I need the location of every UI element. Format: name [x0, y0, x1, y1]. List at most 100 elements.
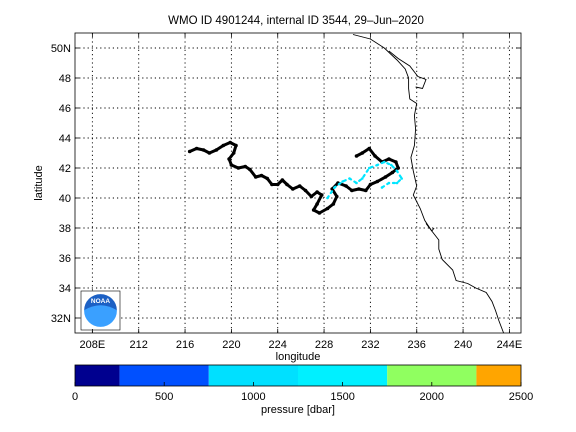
y-tick-label: 38 [59, 223, 71, 235]
colorbar: 0 500 1000 1500 2000 2500 pressure [dbar] [72, 364, 533, 416]
track-point [228, 140, 233, 145]
colorbar-bin [298, 365, 388, 386]
track-point [387, 157, 391, 161]
coastline-path [352, 34, 505, 334]
track-point [373, 154, 377, 158]
track-point [400, 177, 403, 180]
x-axis-label: longitude [276, 351, 321, 363]
colorbar-bin [119, 365, 209, 386]
track-point [367, 146, 372, 151]
float-track [187, 140, 403, 215]
y-tick-label: 40 [59, 193, 71, 205]
y-tick-label: 42 [59, 163, 71, 175]
track-point [234, 143, 238, 148]
track-point [285, 182, 289, 187]
track-point [355, 181, 358, 185]
coastline-inlet [425, 223, 435, 232]
track-point [243, 164, 248, 169]
track-point [290, 187, 295, 191]
y-tick-label: 46 [59, 103, 71, 115]
noaa-logo-text: NOAA [91, 298, 110, 305]
coastline-inlet [388, 50, 427, 90]
track-point [297, 184, 302, 188]
track-point [311, 208, 316, 212]
track-point [265, 176, 270, 181]
colorbar-border [74, 364, 522, 387]
track-point [394, 160, 398, 164]
track-point [376, 163, 379, 167]
x-tick-label: 220 [222, 339, 240, 351]
track-point [348, 177, 351, 180]
track-point [187, 149, 192, 154]
track-point [248, 167, 252, 172]
track-point [395, 169, 399, 173]
y-tick-label: 50N [51, 43, 71, 55]
colorbar-tick-label: 1500 [330, 391, 354, 403]
colorbar-bin [476, 365, 521, 386]
colorbar-tick-label: 2500 [509, 391, 533, 403]
chart-title: WMO ID 4901244, internal ID 3544, 29–Jun… [168, 15, 424, 27]
track-point [380, 186, 384, 189]
track-point [383, 175, 388, 179]
colorbar-tick-label: 2000 [420, 391, 444, 403]
y-tick-label: 32N [51, 313, 71, 325]
x-axis: 208E 212 216 220 224 228 232 236 240 244E [80, 33, 523, 351]
track-point [303, 188, 308, 193]
track-point [319, 193, 324, 197]
coastline [352, 34, 505, 334]
colorbar-ticks: 0 500 1000 1500 2000 2500 [72, 382, 533, 403]
colorbar-bin [75, 365, 120, 386]
x-tick-label: 236 [408, 339, 426, 351]
track-point [367, 166, 371, 170]
track-point [315, 190, 319, 194]
track-point [221, 143, 226, 148]
track-point [335, 194, 339, 199]
track-point [231, 151, 236, 155]
map-area: NOAA 208E 212 216 220 224 228 232 236 240 244E 32… [51, 32, 523, 351]
track-point [227, 157, 231, 161]
track-point [396, 166, 401, 170]
track-point [325, 206, 330, 211]
track-point [360, 177, 364, 180]
track-point [331, 202, 336, 206]
colorbar-tick-label: 500 [155, 391, 173, 403]
track-point [363, 188, 368, 193]
track-point [253, 175, 258, 179]
y-axis-label: latitude [33, 165, 45, 200]
x-tick-label: 228 [315, 339, 333, 351]
y-tick-label: 36 [59, 253, 71, 265]
colorbar-bin [208, 365, 298, 386]
track-point [259, 173, 264, 178]
colorbar-bins [75, 365, 521, 386]
track-point [317, 211, 322, 215]
track-point [341, 180, 344, 183]
x-tick-label: 240 [454, 339, 472, 351]
y-tick-label: 34 [59, 283, 71, 295]
track-point [207, 151, 212, 155]
x-tick-label: 232 [361, 339, 379, 351]
y-tick-label: 48 [59, 73, 71, 85]
track-point [280, 178, 285, 182]
track-point [395, 181, 399, 185]
noaa-logo: NOAA [80, 290, 121, 331]
track-point [326, 196, 329, 200]
x-tick-label: 212 [130, 339, 148, 351]
track-point [236, 166, 241, 170]
colorbar-bin [387, 365, 477, 386]
plot-border [74, 32, 522, 334]
x-tick-label: 216 [176, 339, 194, 351]
x-tick-label: 244E [497, 339, 523, 351]
x-tick-label: 224 [269, 339, 287, 351]
colorbar-label: pressure [dbar] [261, 404, 335, 416]
track-point [368, 182, 373, 187]
track-point [229, 163, 234, 167]
track-point [357, 187, 361, 191]
track-point [383, 160, 386, 164]
track-point [387, 181, 391, 185]
track-point [354, 154, 359, 158]
track-point [360, 151, 365, 155]
track-point [194, 146, 199, 151]
grid [75, 33, 521, 333]
colorbar-tick-label: 0 [72, 391, 78, 403]
